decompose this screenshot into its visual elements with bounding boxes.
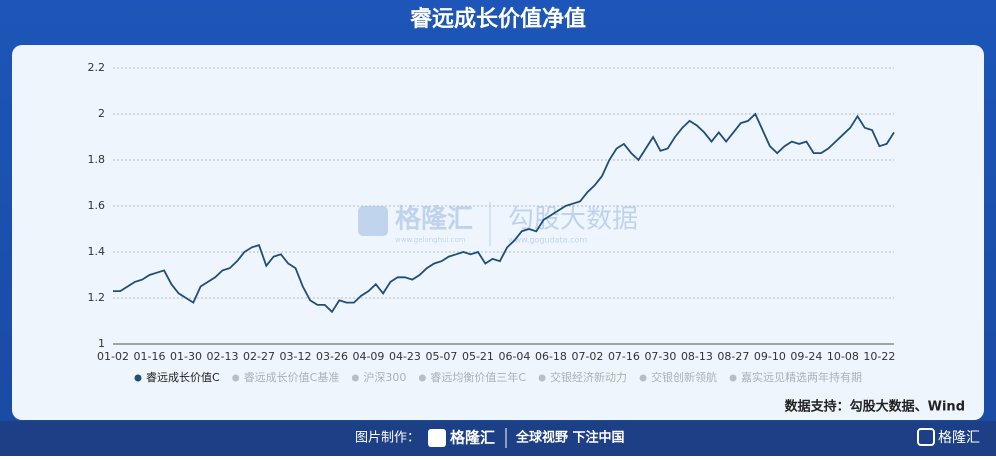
- x-tick-label: 07-16: [608, 350, 640, 363]
- legend-label: 嘉实远见精选两年持有期: [741, 370, 862, 384]
- legend-label: 沪深300: [363, 370, 406, 384]
- x-tick-label: 03-26: [316, 350, 348, 363]
- x-tick-label: 03-12: [279, 350, 311, 363]
- y-tick-label: 1.2: [88, 291, 106, 304]
- x-tick-label: 09-10: [754, 350, 786, 363]
- chart-title: 睿远成长价值净值: [410, 6, 586, 32]
- y-tick-label: 1.6: [88, 199, 106, 212]
- x-tick-label: 06-04: [498, 350, 530, 363]
- legend-label: 睿远成长价值C基准: [244, 370, 340, 384]
- legend-marker: [729, 374, 737, 382]
- source-note: 数据支持：勾股大数据、Wind: [785, 399, 965, 415]
- footer-icon: [428, 429, 446, 447]
- footer-logo: 格隆汇: [450, 429, 495, 447]
- legend-label: 交银经济新动力: [550, 370, 627, 384]
- x-tick-label: 01-02: [97, 350, 129, 363]
- x-tick-label: 01-16: [134, 350, 166, 363]
- legend-marker: [639, 374, 647, 382]
- legend-marker: [538, 374, 546, 382]
- x-tick-label: 09-24: [790, 350, 822, 363]
- y-tick-label: 1: [98, 337, 105, 350]
- corner-logo: 格隆汇: [938, 430, 980, 446]
- y-tick-label: 2: [98, 107, 105, 120]
- y-tick-label: 2.2: [88, 61, 106, 74]
- legend-marker: [351, 374, 359, 382]
- x-tick-label: 08-13: [681, 350, 713, 363]
- series-line: [113, 112, 895, 314]
- x-tick-label: 04-09: [352, 350, 384, 363]
- x-tick-label: 02-13: [207, 350, 239, 363]
- x-tick-label: 06-18: [535, 350, 567, 363]
- panel: [12, 45, 984, 420]
- x-tick-label: 04-23: [389, 350, 421, 363]
- x-tick-label: 07-02: [571, 350, 603, 363]
- x-tick-label: 02-27: [243, 350, 275, 363]
- legend-label: 交银创新领航: [651, 370, 717, 384]
- watermark-url: www.gelonghui.com: [395, 236, 466, 244]
- x-tick-label: 05-07: [425, 350, 457, 363]
- legend-label: 睿远成长价值C: [146, 370, 220, 384]
- x-tick-label: 08-27: [717, 350, 749, 363]
- watermark-logo: 格隆汇: [395, 204, 473, 235]
- footer-bar: [0, 421, 996, 456]
- x-tick-label: 01-30: [170, 350, 202, 363]
- x-tick-label: 10-22: [863, 350, 895, 363]
- watermark: 格隆汇 www.gelonghui.com 勾股大数据 www.gogudata…: [358, 202, 638, 246]
- x-tick-label: 07-30: [644, 350, 676, 363]
- legend-label: 睿远均衡价值三年C: [430, 370, 526, 384]
- legend-marker: [232, 374, 240, 382]
- footer-label: 图片制作：: [355, 431, 420, 446]
- corner-icon: [917, 428, 935, 446]
- legend-marker: [134, 374, 142, 382]
- y-tick-label: 1.8: [88, 153, 106, 166]
- x-tick-label: 05-21: [462, 350, 494, 363]
- y-tick-label: 1.4: [88, 245, 106, 258]
- legend-marker: [418, 374, 426, 382]
- watermark-brand-url: www.gogudata.com: [508, 236, 587, 245]
- watermark-icon: [358, 206, 388, 236]
- x-tick-label: 10-08: [827, 350, 859, 363]
- footer-slogan: 全球视野 下注中国: [515, 430, 625, 446]
